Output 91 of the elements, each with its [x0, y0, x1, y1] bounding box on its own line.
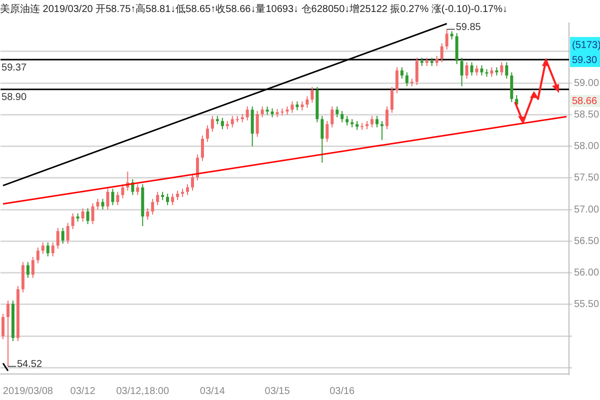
candlestick	[370, 115, 374, 128]
candlestick	[56, 227, 60, 250]
candlestick	[465, 62, 468, 80]
candlestick	[136, 184, 140, 196]
candlestick	[336, 106, 339, 118]
candlestick	[510, 72, 514, 103]
candlestick	[200, 135, 204, 162]
y-tick-label: 59.00	[574, 78, 600, 89]
candlestick	[500, 62, 504, 76]
candlestick	[86, 208, 90, 225]
candlestick	[380, 120, 384, 140]
candlestick	[440, 42, 444, 63]
candlestick	[256, 110, 259, 138]
candlestick	[220, 117, 224, 130]
candlestick	[390, 86, 394, 114]
candlestick	[346, 115, 349, 126]
candlestick	[490, 66, 494, 78]
candlestick	[400, 66, 404, 80]
candlestick	[191, 174, 194, 192]
candlestick	[330, 106, 334, 128]
y-tick-label: 56.50	[574, 236, 600, 247]
candlestick	[340, 110, 344, 123]
y-tick-label: 57.50	[574, 172, 600, 184]
candlestick	[196, 154, 199, 181]
candlestick	[445, 28, 448, 50]
candlestick	[260, 106, 264, 118]
annotation: 59.85	[456, 22, 482, 34]
candlestick	[385, 106, 388, 130]
y-tick-label: 58.00	[574, 141, 600, 152]
candlestick	[376, 115, 379, 128]
candlestick	[51, 242, 54, 257]
x-tick-label: 03/12	[70, 386, 96, 397]
candlestick	[210, 115, 214, 132]
candlestick	[61, 227, 64, 244]
candlestick	[435, 55, 438, 67]
candlestick	[31, 256, 34, 278]
ref-line-label: 58.90	[2, 92, 27, 104]
x-tick-label: 03/14	[200, 386, 226, 397]
candlestick	[326, 120, 329, 142]
candlestick	[41, 242, 44, 254]
candlestick	[36, 247, 40, 264]
y-tick-label: 57.00	[574, 204, 600, 216]
candlestick	[460, 57, 464, 87]
annotation: 54.52	[16, 359, 42, 370]
y-tick-label: 56.00	[574, 268, 600, 279]
candlestick	[310, 86, 314, 104]
y-tick-label: 55.50	[574, 299, 600, 310]
candlestick	[505, 62, 508, 80]
candlestick	[176, 190, 180, 201]
candlestick	[81, 208, 84, 222]
candlestick	[290, 100, 294, 114]
ref-line-label: 59.37	[2, 62, 27, 74]
y-tick-label: 58.50	[574, 109, 600, 120]
candlestick	[66, 222, 70, 244]
x-tick-label: 03/15	[264, 386, 290, 397]
candlestick	[320, 115, 324, 164]
candlestick	[186, 184, 190, 196]
candlestick	[116, 191, 120, 206]
candlestick	[2, 313, 4, 340]
candlestick	[151, 198, 154, 216]
candlestick	[6, 300, 10, 367]
candlestick	[146, 208, 150, 220]
text: 58.66	[572, 96, 598, 107]
x-tick-label: 03/16	[330, 386, 356, 397]
candlestick	[415, 57, 418, 86]
text: (5173)	[572, 40, 600, 51]
candlestick	[480, 64, 484, 76]
candlestick	[111, 188, 114, 206]
candlestick	[106, 188, 110, 210]
chart-title: 美原油连 2019/03/20 开58.75↑高58.81↓低58.65↑收58.66↓量10693↓ 仓628050↓增25122 振0.27% 涨(-0.10)-0.17%↓	[0, 2, 508, 15]
candlestick	[96, 198, 100, 210]
candlestick	[171, 193, 174, 206]
text: 59.30	[572, 54, 598, 66]
candlestick	[166, 193, 170, 206]
candlestick	[470, 62, 474, 76]
candlestick	[121, 184, 124, 199]
candlestick	[206, 124, 209, 142]
x-tick-label: 03/12,18:00	[116, 386, 170, 397]
candlestick	[71, 212, 74, 230]
candlestick	[46, 242, 50, 257]
candlestick	[395, 66, 398, 94]
candlestick	[156, 191, 160, 206]
candlestick	[91, 202, 94, 225]
candlestick	[230, 115, 234, 128]
candlestick	[306, 96, 309, 108]
candlestick	[246, 106, 249, 121]
candlestick	[475, 64, 478, 76]
candlestick	[101, 198, 104, 210]
candlestick	[26, 262, 30, 278]
x-tick-label: 2019/03/08	[2, 386, 54, 397]
candlestick	[405, 72, 408, 87]
